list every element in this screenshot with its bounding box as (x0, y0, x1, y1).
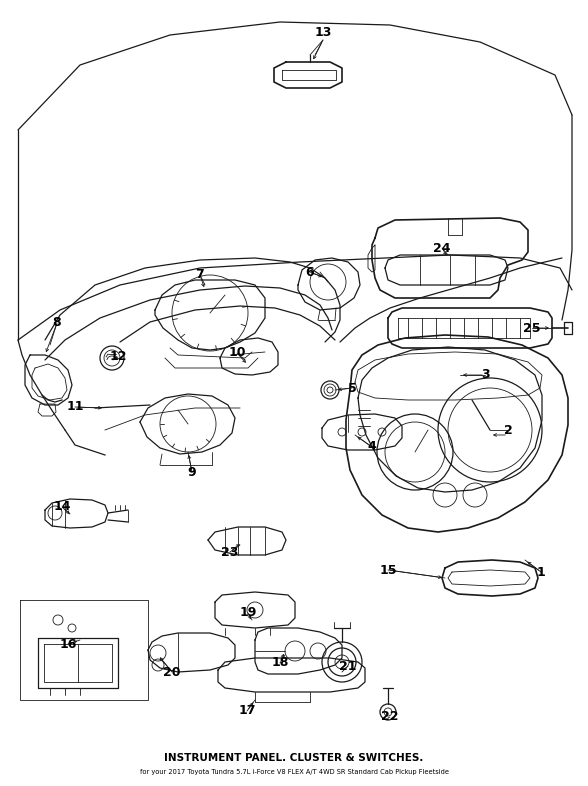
Text: 1: 1 (537, 565, 546, 578)
Text: 15: 15 (379, 564, 397, 576)
Text: 25: 25 (523, 321, 541, 335)
Text: 7: 7 (196, 269, 205, 281)
Text: 13: 13 (315, 25, 332, 39)
Text: 14: 14 (54, 501, 71, 513)
Text: 17: 17 (238, 704, 256, 718)
Text: 2: 2 (504, 424, 512, 436)
Text: 5: 5 (348, 381, 356, 395)
Text: 24: 24 (433, 241, 451, 255)
Text: 21: 21 (339, 659, 357, 673)
Text: 19: 19 (239, 607, 257, 619)
Text: 18: 18 (271, 656, 289, 670)
Text: 22: 22 (381, 711, 399, 723)
Text: 4: 4 (368, 440, 376, 454)
Text: 23: 23 (221, 545, 239, 559)
Text: 16: 16 (59, 637, 76, 651)
Text: 12: 12 (109, 351, 127, 363)
Text: 9: 9 (188, 465, 196, 479)
Text: 11: 11 (66, 401, 83, 413)
Text: 8: 8 (53, 317, 61, 329)
Text: for your 2017 Toyota Tundra 5.7L i-Force V8 FLEX A/T 4WD SR Standard Cab Pickup : for your 2017 Toyota Tundra 5.7L i-Force… (139, 769, 449, 775)
Text: 3: 3 (480, 369, 489, 381)
Text: INSTRUMENT PANEL. CLUSTER & SWITCHES.: INSTRUMENT PANEL. CLUSTER & SWITCHES. (164, 753, 424, 763)
Text: 10: 10 (228, 347, 246, 359)
Text: 20: 20 (163, 666, 181, 678)
Text: 6: 6 (306, 266, 315, 278)
